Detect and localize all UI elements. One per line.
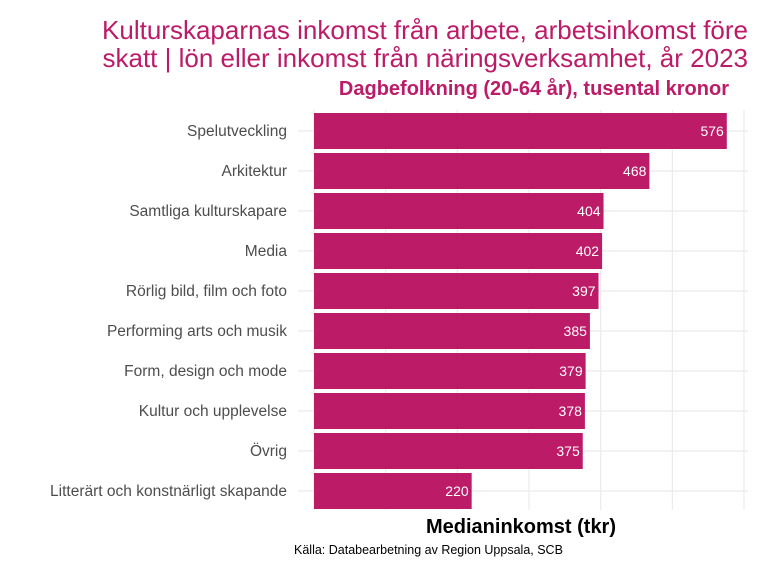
- category-label: Samtliga kulturskapare: [129, 203, 287, 220]
- bar: [314, 113, 727, 149]
- bar: [314, 313, 590, 349]
- data-label: 379: [559, 363, 583, 379]
- data-label: 220: [445, 483, 469, 499]
- data-label: 402: [576, 243, 600, 259]
- bar: [314, 233, 603, 269]
- category-label: Litterärt och konstnärligt skapande: [50, 483, 287, 500]
- chart-subtitle: Dagbefolkning (20-64 år), tusental krono…: [339, 77, 729, 100]
- category-label: Spelutveckling: [187, 123, 287, 140]
- category-label: Rörlig bild, film och foto: [126, 283, 287, 300]
- caption: Källa: Databearbetning av Region Uppsala…: [294, 543, 563, 557]
- data-label: 385: [564, 323, 588, 339]
- bar: [314, 393, 585, 429]
- data-label: 468: [623, 163, 647, 179]
- data-label: 576: [700, 123, 724, 139]
- bar: [314, 273, 599, 309]
- bars: Spelutveckling 576 Arkitektur 468 Samtliga k…: [50, 113, 727, 509]
- data-label: 378: [559, 403, 583, 419]
- category-label: Media: [245, 243, 288, 260]
- x-axis-label: Medianinkomst (tkr): [426, 516, 616, 538]
- bar: [314, 193, 604, 229]
- data-label: 404: [577, 203, 601, 219]
- category-label: Form, design och mode: [124, 363, 287, 380]
- category-label: Kultur och upplevelse: [139, 403, 287, 420]
- data-label: 397: [572, 283, 596, 299]
- bar: [314, 353, 586, 389]
- chart-title-line-1: Kulturskaparnas inkomst från arbete, arb…: [102, 15, 748, 45]
- bar: [314, 473, 472, 509]
- data-label: 375: [556, 443, 580, 459]
- bar: [314, 153, 650, 189]
- category-label: Performing arts och musik: [107, 323, 287, 340]
- category-label: Arkitektur: [222, 163, 287, 180]
- bar: [314, 433, 583, 469]
- chart-title-line-2: skatt | lön eller inkomst från näringsve…: [103, 43, 749, 73]
- category-label: Övrig: [250, 442, 287, 460]
